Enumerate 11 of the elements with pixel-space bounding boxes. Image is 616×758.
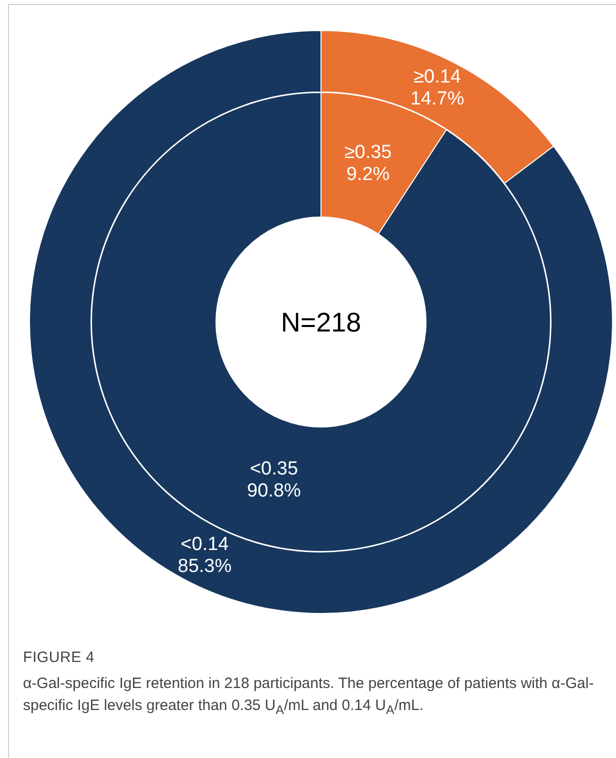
data-label: 9.2% bbox=[346, 164, 390, 186]
caption: FIGURE 4 bbox=[23, 649, 95, 666]
text: α-Gal-specific IgE retention in 218 participants. The percentage of patients with α-Gal-specific IgE levels greater than 0.35 U$_{A}$/mL and 0.14 U$_{A}$/mL. bbox=[23, 674, 595, 719]
data-label: 90.8% bbox=[247, 480, 302, 502]
slice-label: <0.14 bbox=[180, 534, 230, 555]
slice-label: <0.35 bbox=[250, 458, 298, 480]
data-label: 14.7% bbox=[410, 88, 464, 110]
slice-label: ≥0.14 bbox=[414, 66, 462, 88]
slice-label: ≥0.35 bbox=[344, 142, 392, 164]
text: N=218 bbox=[280, 307, 362, 338]
data-label: 85.3% bbox=[178, 556, 232, 577]
